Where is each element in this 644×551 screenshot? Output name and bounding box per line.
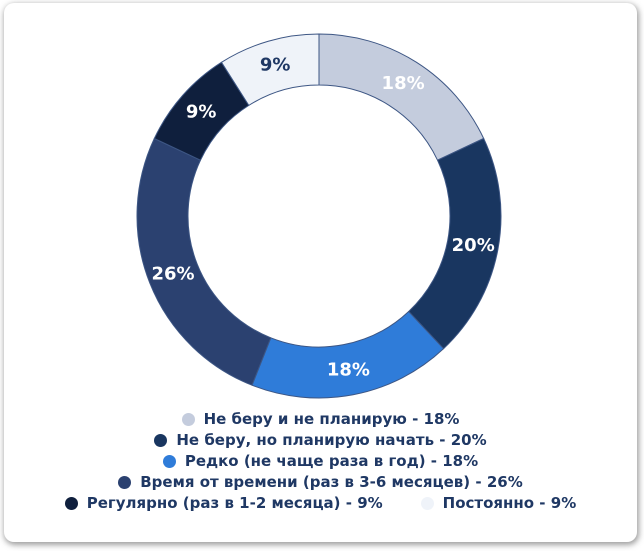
donut-chart: 18% 20% 18% 26% 9% 9% (136, 33, 502, 399)
chart-card: 18% 20% 18% 26% 9% 9% Не беру и не планирую -… (4, 3, 637, 542)
donut-segment-5 (220, 33, 320, 106)
legend-item-0: Не беру и не планирую - 18% (181, 409, 460, 429)
legend-row: Регулярно (раз в 1-2 месяца) - 9% Постоян… (64, 493, 577, 513)
legend-label: Время от времени (раз в 3-6 месяцев) - 2… (140, 473, 523, 491)
legend-label: Не беру, но планирую начать - 20% (176, 431, 487, 449)
legend-label: Редко (не чаще раза в год) - 18% (184, 452, 479, 470)
legend-bullet-icon (118, 475, 132, 489)
legend-item-4: Регулярно (раз в 1-2 месяца) - 9% (64, 493, 383, 513)
segment-value-label-5: 9% (260, 55, 291, 76)
legend-bullet-icon (162, 454, 176, 468)
legend-row: Редко (не чаще раза в год) - 18% (162, 451, 479, 471)
donut-segment-2 (251, 310, 445, 399)
legend-item-5: Постоянно - 9% (420, 493, 577, 513)
chart-legend: Не беру и не планирую - 18% Не беру, но п… (4, 409, 637, 513)
segment-value-label-1: 20% (452, 235, 495, 256)
donut-segment-3 (136, 138, 272, 386)
legend-item-1: Не беру, но планирую начать - 20% (154, 430, 487, 450)
legend-bullet-icon (181, 412, 195, 426)
legend-item-3: Время от времени (раз в 3-6 месяцев) - 2… (118, 472, 523, 492)
legend-label: Постоянно - 9% (442, 494, 577, 512)
legend-label: Регулярно (раз в 1-2 месяца) - 9% (86, 494, 383, 512)
legend-row: Не беру и не планирую - 18% (181, 409, 460, 429)
legend-row: Время от времени (раз в 3-6 месяцев) - 2… (118, 472, 523, 492)
legend-bullet-icon (420, 496, 434, 510)
donut-segment-0 (318, 33, 485, 161)
segment-value-label-0: 18% (382, 73, 425, 94)
segment-value-label-3: 26% (151, 263, 194, 284)
segment-value-label-4: 9% (186, 102, 217, 123)
segment-value-label-2: 18% (327, 360, 370, 381)
legend-bullet-icon (64, 496, 78, 510)
legend-row: Не беру, но планирую начать - 20% (154, 430, 487, 450)
legend-bullet-icon (154, 433, 168, 447)
legend-label: Не беру и не планирую - 18% (203, 410, 460, 428)
legend-item-2: Редко (не чаще раза в год) - 18% (162, 451, 479, 471)
